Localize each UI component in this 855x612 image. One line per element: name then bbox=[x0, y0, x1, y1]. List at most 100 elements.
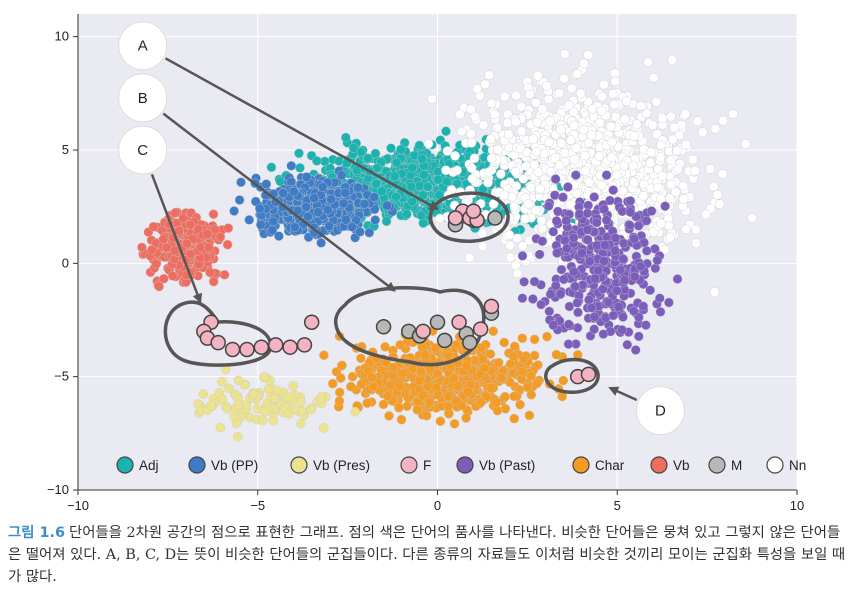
data-point-nn bbox=[524, 89, 535, 100]
data-point-vb-pp bbox=[301, 172, 312, 182]
data-point-vb-past bbox=[551, 216, 562, 226]
data-point-vb-pp bbox=[370, 215, 381, 225]
data-point-nn bbox=[518, 173, 529, 184]
data-point-vb-past bbox=[563, 319, 574, 330]
data-point-adj bbox=[386, 143, 396, 153]
data-point-nn bbox=[510, 260, 521, 271]
data-point-vb-pp bbox=[254, 203, 265, 214]
data-point-vb-pres bbox=[217, 394, 228, 405]
data-point-nn bbox=[596, 180, 607, 191]
data-point-nn bbox=[657, 113, 668, 124]
data-point-adj bbox=[407, 196, 418, 207]
highlight-point-f bbox=[447, 210, 464, 226]
data-point-vb-pp bbox=[268, 216, 278, 227]
data-point-nn bbox=[489, 109, 500, 120]
data-point-nn bbox=[554, 160, 565, 171]
highlight-point-m bbox=[436, 332, 453, 349]
data-point-nn bbox=[678, 194, 689, 204]
data-point-adj bbox=[340, 132, 351, 143]
data-point-nn bbox=[535, 183, 545, 194]
callout-label-a: A bbox=[138, 38, 148, 55]
data-point-char bbox=[385, 380, 396, 391]
data-point-vb-pres bbox=[318, 422, 329, 433]
highlight-point-f bbox=[483, 298, 500, 315]
data-point-vb-past bbox=[608, 310, 619, 321]
data-point-vb-past bbox=[599, 256, 609, 266]
data-point-vb-past bbox=[646, 206, 657, 216]
data-point-vb-past bbox=[553, 206, 563, 217]
data-point-vb-pres bbox=[284, 392, 295, 403]
data-point-nn bbox=[608, 88, 618, 99]
data-point-char bbox=[422, 381, 433, 392]
data-point-vb-pres bbox=[232, 431, 243, 442]
data-point-nn bbox=[579, 58, 589, 69]
data-point-nn bbox=[559, 49, 570, 59]
data-point-char bbox=[524, 410, 535, 421]
data-point-vb-pp bbox=[369, 204, 380, 215]
data-point-vb-pp bbox=[322, 204, 333, 215]
data-point-char bbox=[334, 387, 345, 398]
data-point-nn bbox=[691, 224, 701, 235]
callout-bubble-d bbox=[635, 386, 685, 436]
data-point-vb-pres bbox=[233, 400, 244, 410]
data-point-nn bbox=[510, 116, 521, 127]
data-point-nn bbox=[466, 129, 476, 139]
data-point-char bbox=[509, 391, 519, 402]
data-point-vb bbox=[222, 239, 233, 250]
data-point-nn bbox=[652, 129, 663, 139]
data-point-char bbox=[496, 372, 507, 383]
highlight-point-f bbox=[267, 337, 284, 353]
data-point-char bbox=[368, 382, 379, 392]
data-point-char bbox=[492, 405, 503, 416]
data-point-nn bbox=[681, 224, 691, 235]
legend-marker bbox=[116, 456, 134, 474]
data-point-char bbox=[477, 353, 488, 364]
data-point-nn bbox=[442, 146, 453, 156]
data-point-char bbox=[327, 378, 338, 389]
callout-label-b: B bbox=[138, 90, 148, 107]
data-point-vb-past bbox=[528, 294, 538, 304]
data-point-nn bbox=[559, 73, 570, 84]
data-point-nn bbox=[597, 91, 608, 102]
data-point-nn bbox=[638, 190, 649, 201]
data-point-vb-past bbox=[574, 209, 585, 219]
data-point-nn bbox=[575, 88, 586, 99]
data-point-vb-pp bbox=[341, 214, 351, 225]
data-point-vb-past bbox=[615, 264, 626, 275]
data-point-vb-past bbox=[544, 306, 555, 317]
data-point-nn bbox=[690, 165, 700, 176]
data-point-vb-pres bbox=[229, 411, 239, 422]
cluster-annotations: A B C D bbox=[118, 21, 685, 436]
x-tick-label: 0 bbox=[434, 498, 441, 513]
data-point-adj bbox=[370, 148, 381, 159]
data-point-vb-past bbox=[600, 240, 610, 250]
data-point-adj bbox=[311, 156, 322, 166]
data-point-vb-past bbox=[590, 273, 601, 284]
data-point-vb-past bbox=[517, 251, 528, 261]
data-point-vb-pp bbox=[288, 186, 299, 197]
legend-label: Char bbox=[595, 458, 625, 473]
data-point-adj bbox=[381, 216, 392, 227]
data-point-nn bbox=[649, 73, 659, 83]
data-point-vb-past bbox=[635, 261, 646, 272]
figure-caption: 그림 1.6 단어들을 2차원 공간의 점으로 표현한 그래프. 점의 색은 단어… bbox=[8, 522, 848, 608]
data-point-nn bbox=[541, 81, 552, 91]
data-point-nn bbox=[539, 148, 550, 159]
data-point-nn bbox=[594, 151, 605, 161]
data-point-vb-pres bbox=[268, 415, 279, 426]
data-point-char bbox=[462, 386, 473, 397]
highlight-point-f bbox=[472, 321, 489, 337]
data-point-nn bbox=[564, 100, 575, 110]
data-point-vb-past bbox=[536, 299, 546, 310]
data-point-vb-pres bbox=[316, 392, 326, 403]
x-tick-label: 10 bbox=[790, 498, 804, 513]
data-point-char bbox=[421, 410, 432, 421]
data-point-char bbox=[397, 368, 408, 379]
data-point-adj bbox=[452, 178, 462, 189]
data-point-nn bbox=[533, 71, 543, 81]
highlight-point-m bbox=[375, 319, 392, 335]
cluster-outline bbox=[333, 286, 486, 367]
data-point-nn bbox=[645, 158, 656, 168]
data-point-nn bbox=[657, 171, 668, 181]
data-point-nn bbox=[666, 111, 676, 122]
